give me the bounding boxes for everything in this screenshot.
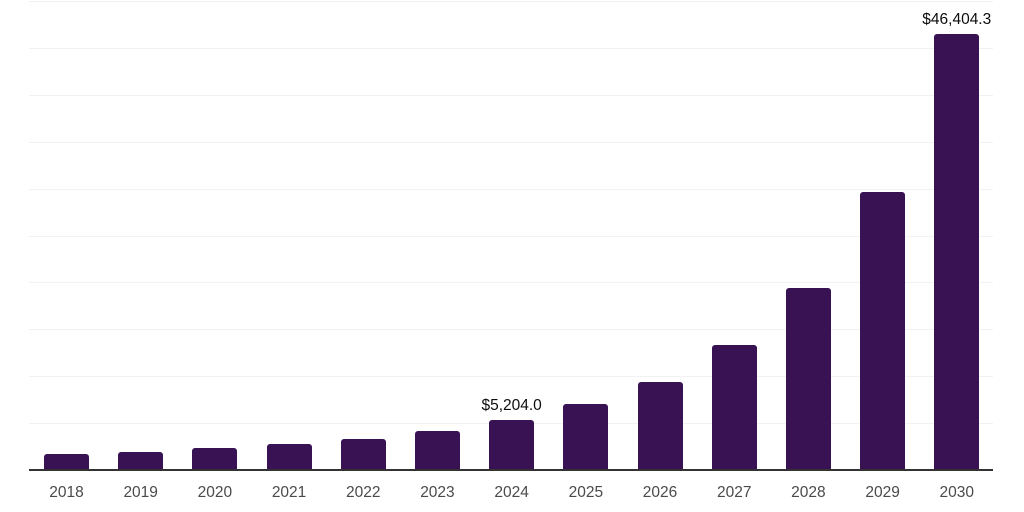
- x-tick-label-2018: 2018: [49, 484, 84, 501]
- x-tick-label-2025: 2025: [568, 484, 604, 501]
- gridline: [29, 141, 993, 143]
- bar-2025: [563, 404, 609, 469]
- bar-2023: [414, 431, 460, 469]
- x-tick-label-2020: 2020: [197, 484, 233, 501]
- x-tick-label-2029: 2029: [865, 484, 900, 501]
- x-tick-label-2021: 2021: [271, 484, 307, 501]
- gridline: [29, 188, 993, 190]
- gridline: [29, 235, 993, 237]
- bar-2024: [489, 420, 535, 469]
- gridline: [29, 94, 993, 96]
- x-axis-line: [29, 469, 993, 471]
- bar-2030: [934, 33, 980, 469]
- x-tick-label-2023: 2023: [420, 484, 455, 501]
- x-tick-label-2022: 2022: [346, 484, 381, 501]
- gridline: [29, 329, 993, 331]
- bar-2028: [785, 287, 831, 469]
- x-tick-label-2019: 2019: [123, 484, 158, 501]
- bar-2022: [340, 439, 386, 469]
- x-tick-label-2027: 2027: [716, 484, 752, 501]
- gridline: [29, 1, 993, 2]
- gridline: [29, 282, 993, 284]
- x-tick-label-2028: 2028: [791, 484, 826, 501]
- bar-2021: [266, 444, 312, 469]
- bar-value-label-2024: $5,204.0: [481, 397, 542, 415]
- x-tick-label-2024: 2024: [494, 484, 529, 501]
- x-tick-label-2030: 2030: [939, 484, 974, 501]
- bar-2029: [860, 192, 906, 469]
- x-tick-label-2026: 2026: [642, 484, 678, 501]
- plot-area: $5,204.0 $46,404.3: [29, 0, 993, 471]
- gridline: [29, 47, 993, 49]
- bar-2018: [44, 453, 89, 469]
- bar-value-label-2030: $46,404.3: [922, 10, 992, 28]
- bar-2020: [192, 447, 238, 469]
- bar-2019: [118, 451, 164, 469]
- bar-2026: [637, 382, 683, 469]
- bar-2027: [711, 345, 757, 469]
- gridline: [29, 376, 993, 378]
